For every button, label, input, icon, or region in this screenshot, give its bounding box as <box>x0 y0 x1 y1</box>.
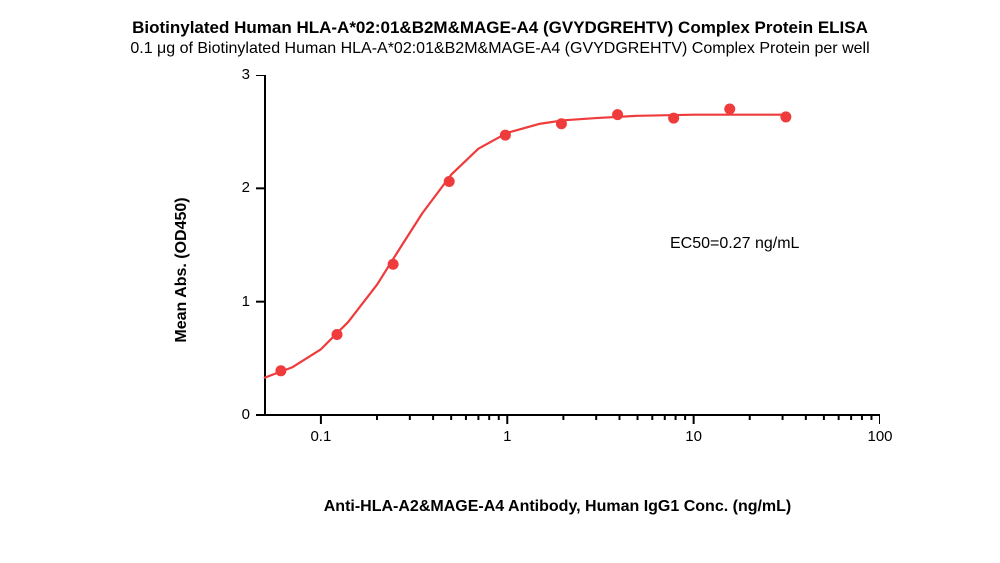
elisa-chart <box>235 75 880 465</box>
chart-subtitle: 0.1 μg of Biotinylated Human HLA-A*02:01… <box>0 40 1000 58</box>
y-tick-label: 0 <box>220 406 250 423</box>
y-tick-label: 3 <box>220 66 250 83</box>
x-tick-label: 10 <box>669 428 719 445</box>
chart-title: Biotinylated Human HLA-A*02:01&B2M&MAGE-… <box>0 18 1000 38</box>
x-tick-label: 100 <box>855 428 905 445</box>
chart-title-block: Biotinylated Human HLA-A*02:01&B2M&MAGE-… <box>0 18 1000 58</box>
chart-area <box>235 75 880 465</box>
y-tick-label: 1 <box>220 293 250 310</box>
y-axis-label: Mean Abs. (OD450) <box>168 0 198 75</box>
x-tick-label: 1 <box>482 428 532 445</box>
y-tick-label: 2 <box>220 179 250 196</box>
x-axis-label: Anti-HLA-A2&MAGE-A4 Antibody, Human IgG1… <box>235 498 880 516</box>
x-tick-label: 0.1 <box>296 428 346 445</box>
